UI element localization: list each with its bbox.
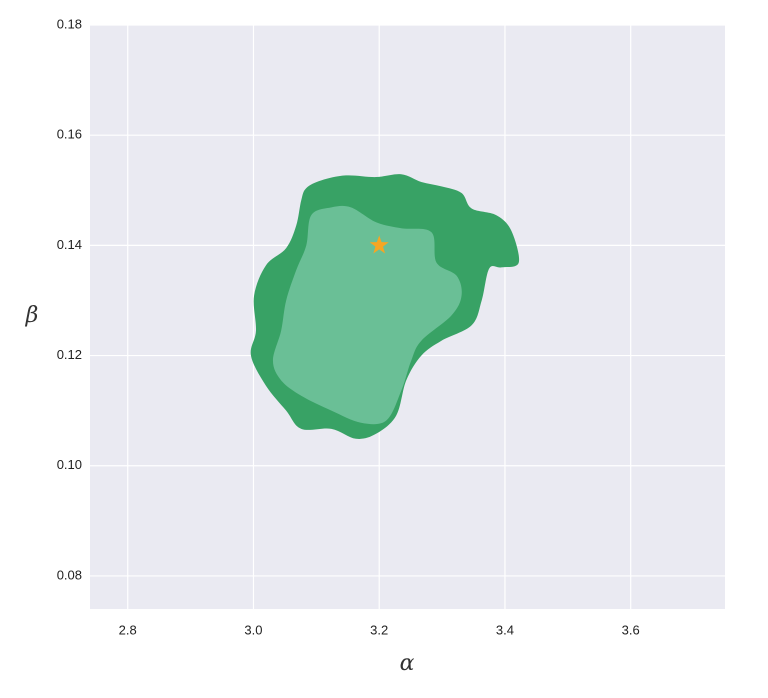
y-tick-label: 0.16 [57, 127, 82, 142]
y-tick-label: 0.10 [57, 457, 82, 472]
y-tick-label: 0.08 [57, 567, 82, 582]
star-marker [369, 235, 389, 254]
contour-region [272, 205, 462, 425]
x-axis-label: α [400, 651, 415, 676]
x-tick-label: 3.4 [496, 622, 514, 637]
x-tick-label: 2.8 [119, 622, 137, 637]
x-tick-label: 3.0 [244, 622, 262, 637]
x-tick-label: 3.2 [370, 622, 388, 637]
y-axis-label: β [25, 303, 39, 328]
x-tick-label: 3.6 [622, 622, 640, 637]
y-tick-label: 0.12 [57, 347, 82, 362]
y-tick-label: 0.18 [57, 16, 82, 31]
y-tick-label: 0.14 [57, 237, 82, 252]
